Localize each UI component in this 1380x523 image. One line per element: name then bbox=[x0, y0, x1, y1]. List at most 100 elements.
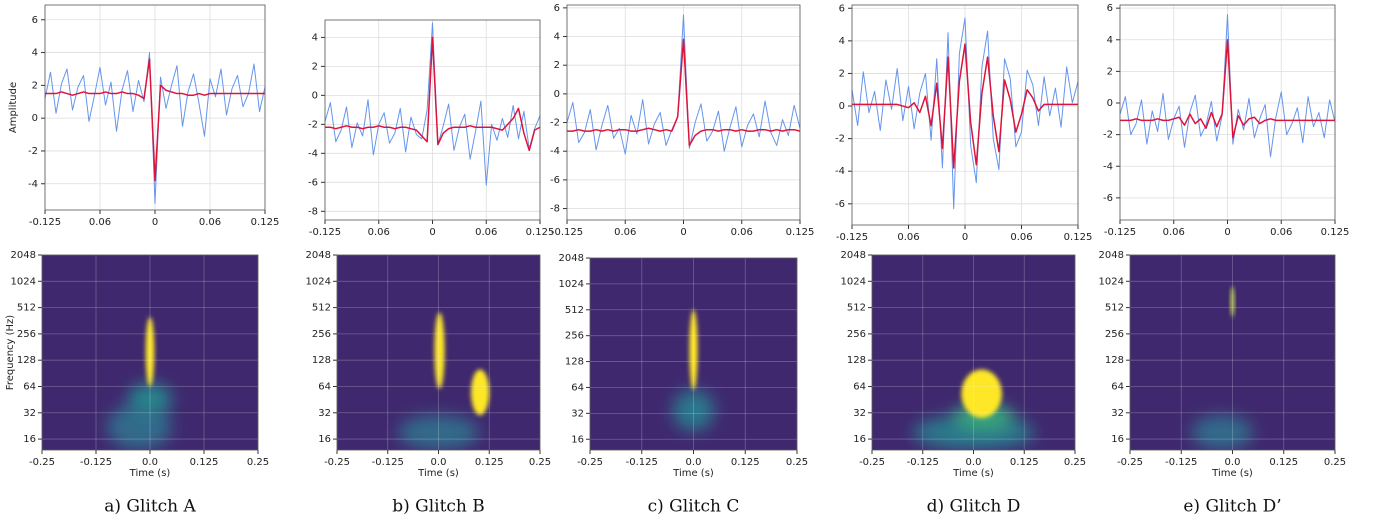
y-tick-label: 16 bbox=[853, 434, 866, 445]
spectrogram-image bbox=[590, 258, 797, 450]
y-tick-label: 0 bbox=[32, 113, 38, 124]
x-axis-label: Time (s) bbox=[672, 468, 714, 479]
y-tick-label: 6 bbox=[1107, 3, 1113, 14]
x-tick-label: -0.125 bbox=[836, 232, 868, 243]
caption: c) Glitch C bbox=[648, 497, 740, 517]
energy-region bbox=[397, 415, 480, 450]
y-tick-label: 32 bbox=[318, 408, 331, 419]
y-tick-label: 512 bbox=[1105, 303, 1124, 314]
x-tick-label: 0.125 bbox=[786, 227, 815, 238]
x-tick-label: 0.125 bbox=[1064, 232, 1093, 243]
y-axis-label: Frequency (Hz) bbox=[5, 315, 16, 391]
y-tick-label: 2 bbox=[32, 80, 38, 91]
energy-region bbox=[1230, 286, 1235, 317]
y-tick-label: 1024 bbox=[559, 279, 584, 290]
y-tick-label: 32 bbox=[23, 408, 36, 419]
x-tick-label: 0.06 bbox=[1270, 227, 1292, 238]
x-tick-label: 0.06 bbox=[199, 217, 221, 228]
axes-frame bbox=[324, 19, 541, 221]
axes-frame bbox=[44, 4, 266, 211]
y-tick-label: -4 bbox=[28, 179, 38, 190]
x-axis-label: Time (s) bbox=[417, 468, 459, 479]
y-tick-label: -6 bbox=[1103, 193, 1113, 204]
energy-region bbox=[128, 383, 172, 416]
x-tick-label: 0.25 bbox=[247, 457, 269, 468]
y-tick-label: 32 bbox=[853, 408, 866, 419]
caption: b) Glitch B bbox=[392, 497, 485, 517]
y-tick-label: 2 bbox=[312, 61, 318, 72]
x-tick-label: 0.06 bbox=[1163, 227, 1185, 238]
x-tick-label: 0.125 bbox=[1269, 457, 1298, 468]
series-line bbox=[1120, 39, 1335, 139]
axes-frame bbox=[851, 4, 1079, 226]
y-tick-label: 6 bbox=[32, 15, 38, 26]
x-tick-label: 0.06 bbox=[731, 227, 753, 238]
x-axis-label: Time (s) bbox=[1211, 468, 1253, 479]
x-tick-label: -0.125 bbox=[29, 217, 61, 228]
y-tick-label: 16 bbox=[1111, 434, 1124, 445]
y-tick-label: -6 bbox=[550, 175, 560, 186]
x-tick-label: -0.125 bbox=[80, 457, 112, 468]
axes-frame bbox=[1119, 4, 1336, 221]
y-tick-label: -8 bbox=[308, 206, 318, 217]
series-line bbox=[325, 36, 541, 152]
y-tick-label: 512 bbox=[17, 303, 36, 314]
x-tick-label: -0.125 bbox=[551, 227, 583, 238]
y-tick-label: 16 bbox=[318, 434, 331, 445]
x-tick-label: -0.25 bbox=[29, 457, 55, 468]
x-tick-label: 0.06 bbox=[475, 227, 497, 238]
y-tick-label: 128 bbox=[1105, 355, 1124, 366]
y-tick-label: -4 bbox=[308, 148, 318, 159]
y-tick-label: 64 bbox=[1111, 381, 1124, 392]
x-tick-label: 0.0 bbox=[431, 457, 447, 468]
axes-frame bbox=[336, 254, 541, 451]
spectrogram-image bbox=[337, 255, 540, 450]
x-tick-label: 0.25 bbox=[786, 457, 808, 468]
y-tick-label: 2048 bbox=[559, 253, 584, 264]
caption: a) Glitch A bbox=[104, 497, 196, 517]
x-tick-label: 0.125 bbox=[475, 457, 504, 468]
x-tick-label: 0.06 bbox=[1010, 232, 1032, 243]
energy-region bbox=[689, 309, 698, 390]
x-tick-label: -0.25 bbox=[1117, 457, 1143, 468]
x-tick-label: 0.25 bbox=[1064, 457, 1086, 468]
spectrogram-image bbox=[42, 255, 258, 450]
x-tick-label: -0.125 bbox=[309, 227, 341, 238]
y-tick-label: 32 bbox=[571, 408, 584, 419]
spectrogram-image bbox=[872, 255, 1075, 450]
y-tick-label: 1024 bbox=[1099, 276, 1124, 287]
x-tick-label: -0.25 bbox=[859, 457, 885, 468]
y-tick-label: 4 bbox=[32, 48, 38, 59]
x-tick-label: 0.0 bbox=[142, 457, 158, 468]
y-tick-label: 64 bbox=[571, 382, 584, 393]
y-tick-label: 2 bbox=[1107, 66, 1113, 77]
y-tick-label: -4 bbox=[1103, 161, 1113, 172]
y-tick-label: 0 bbox=[554, 89, 560, 100]
y-tick-label: -2 bbox=[28, 146, 38, 157]
x-tick-label: 0.06 bbox=[897, 232, 919, 243]
x-tick-label: -0.125 bbox=[372, 457, 404, 468]
axes-frame bbox=[871, 254, 1076, 451]
y-tick-label: 16 bbox=[23, 434, 36, 445]
y-tick-label: -2 bbox=[835, 134, 845, 145]
energy-region bbox=[672, 389, 715, 431]
x-tick-label: 0.125 bbox=[251, 217, 280, 228]
y-tick-label: 4 bbox=[312, 32, 318, 43]
y-tick-label: 128 bbox=[847, 355, 866, 366]
y-tick-label: 1024 bbox=[306, 276, 331, 287]
spectrogram-image bbox=[1130, 255, 1335, 450]
axes-frame bbox=[41, 254, 259, 451]
series-line bbox=[324, 22, 541, 186]
y-tick-label: 2048 bbox=[1099, 250, 1124, 261]
y-tick-label: 64 bbox=[23, 381, 36, 392]
y-axis-label: Amplitude bbox=[8, 82, 19, 133]
axes-frame bbox=[1129, 254, 1336, 451]
x-axis-label: Time (s) bbox=[129, 468, 171, 479]
caption: d) Glitch D bbox=[927, 497, 1021, 517]
y-tick-label: -8 bbox=[550, 204, 560, 215]
y-tick-label: 16 bbox=[571, 434, 584, 445]
series-line bbox=[45, 58, 265, 182]
x-tick-label: 0.25 bbox=[529, 457, 551, 468]
